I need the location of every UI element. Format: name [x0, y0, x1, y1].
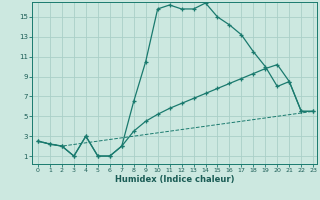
X-axis label: Humidex (Indice chaleur): Humidex (Indice chaleur)	[115, 175, 234, 184]
